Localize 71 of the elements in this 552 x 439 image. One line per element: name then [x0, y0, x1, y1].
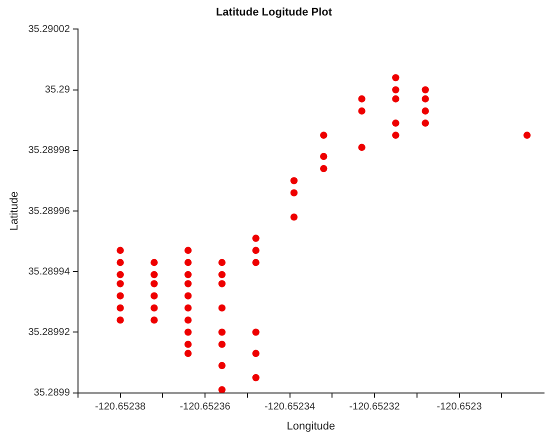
point: [252, 374, 260, 382]
point: [150, 304, 158, 312]
point: [184, 304, 192, 312]
point: [392, 132, 400, 139]
point: [150, 316, 158, 324]
point: [184, 328, 192, 336]
point: [150, 258, 158, 266]
point: [392, 120, 400, 127]
point: [320, 152, 328, 160]
chart-title: Latitude Logitude Plot: [216, 6, 332, 19]
point: [252, 350, 260, 358]
point: [218, 340, 226, 348]
point: [184, 292, 192, 300]
point: [252, 258, 260, 266]
point: [252, 234, 260, 242]
point: [218, 271, 226, 278]
point: [150, 271, 158, 278]
point: [116, 304, 124, 312]
point: [218, 328, 226, 336]
point: [392, 74, 400, 82]
point: [184, 246, 192, 254]
point: [184, 350, 192, 358]
point: [320, 132, 328, 139]
point: [218, 280, 226, 288]
point: [150, 280, 158, 288]
y-tick-label: 35.2899: [34, 388, 70, 399]
point: [252, 328, 260, 336]
point: [184, 258, 192, 266]
x-tick-label: -120.65234: [264, 402, 316, 413]
point: [116, 292, 124, 300]
point: [422, 120, 429, 127]
y-axis-title: Latitude: [8, 191, 21, 231]
point: [116, 258, 124, 266]
point: [116, 271, 124, 278]
y-tick-label: 35.28996: [28, 206, 70, 217]
point: [392, 95, 400, 102]
x-axis-title: Longitude: [286, 420, 336, 432]
y-tick-label: 35.29002: [28, 24, 70, 35]
point: [358, 107, 366, 115]
point: [218, 304, 226, 312]
point: [422, 86, 429, 94]
point: [523, 132, 531, 139]
point: [218, 386, 226, 393]
point: [184, 340, 192, 348]
point: [358, 95, 366, 102]
point: [422, 107, 429, 115]
point: [290, 213, 298, 221]
point: [422, 95, 429, 102]
x-tick-label: -120.6523: [436, 402, 482, 413]
point: [358, 144, 366, 151]
point: [184, 280, 192, 288]
point: [184, 316, 192, 324]
point: [218, 258, 226, 266]
point: [320, 164, 328, 172]
point: [290, 189, 298, 196]
y-tick-label: 35.28994: [28, 266, 70, 278]
y-tick-label: 35.28992: [28, 326, 70, 338]
point: [116, 246, 124, 254]
point: [218, 362, 226, 370]
point: [116, 280, 124, 288]
y-tick-label: 35.28998: [28, 145, 70, 156]
x-tick-label: -120.65232: [349, 402, 400, 413]
point: [150, 292, 158, 300]
x-tick-label: -120.65236: [180, 402, 231, 413]
y-tick-label: 35.29: [44, 84, 70, 96]
point: [184, 271, 192, 278]
point: [252, 246, 260, 254]
point: [290, 177, 298, 184]
point: [116, 316, 124, 324]
x-tick-label: -120.65238: [94, 402, 146, 413]
point: [392, 86, 400, 94]
